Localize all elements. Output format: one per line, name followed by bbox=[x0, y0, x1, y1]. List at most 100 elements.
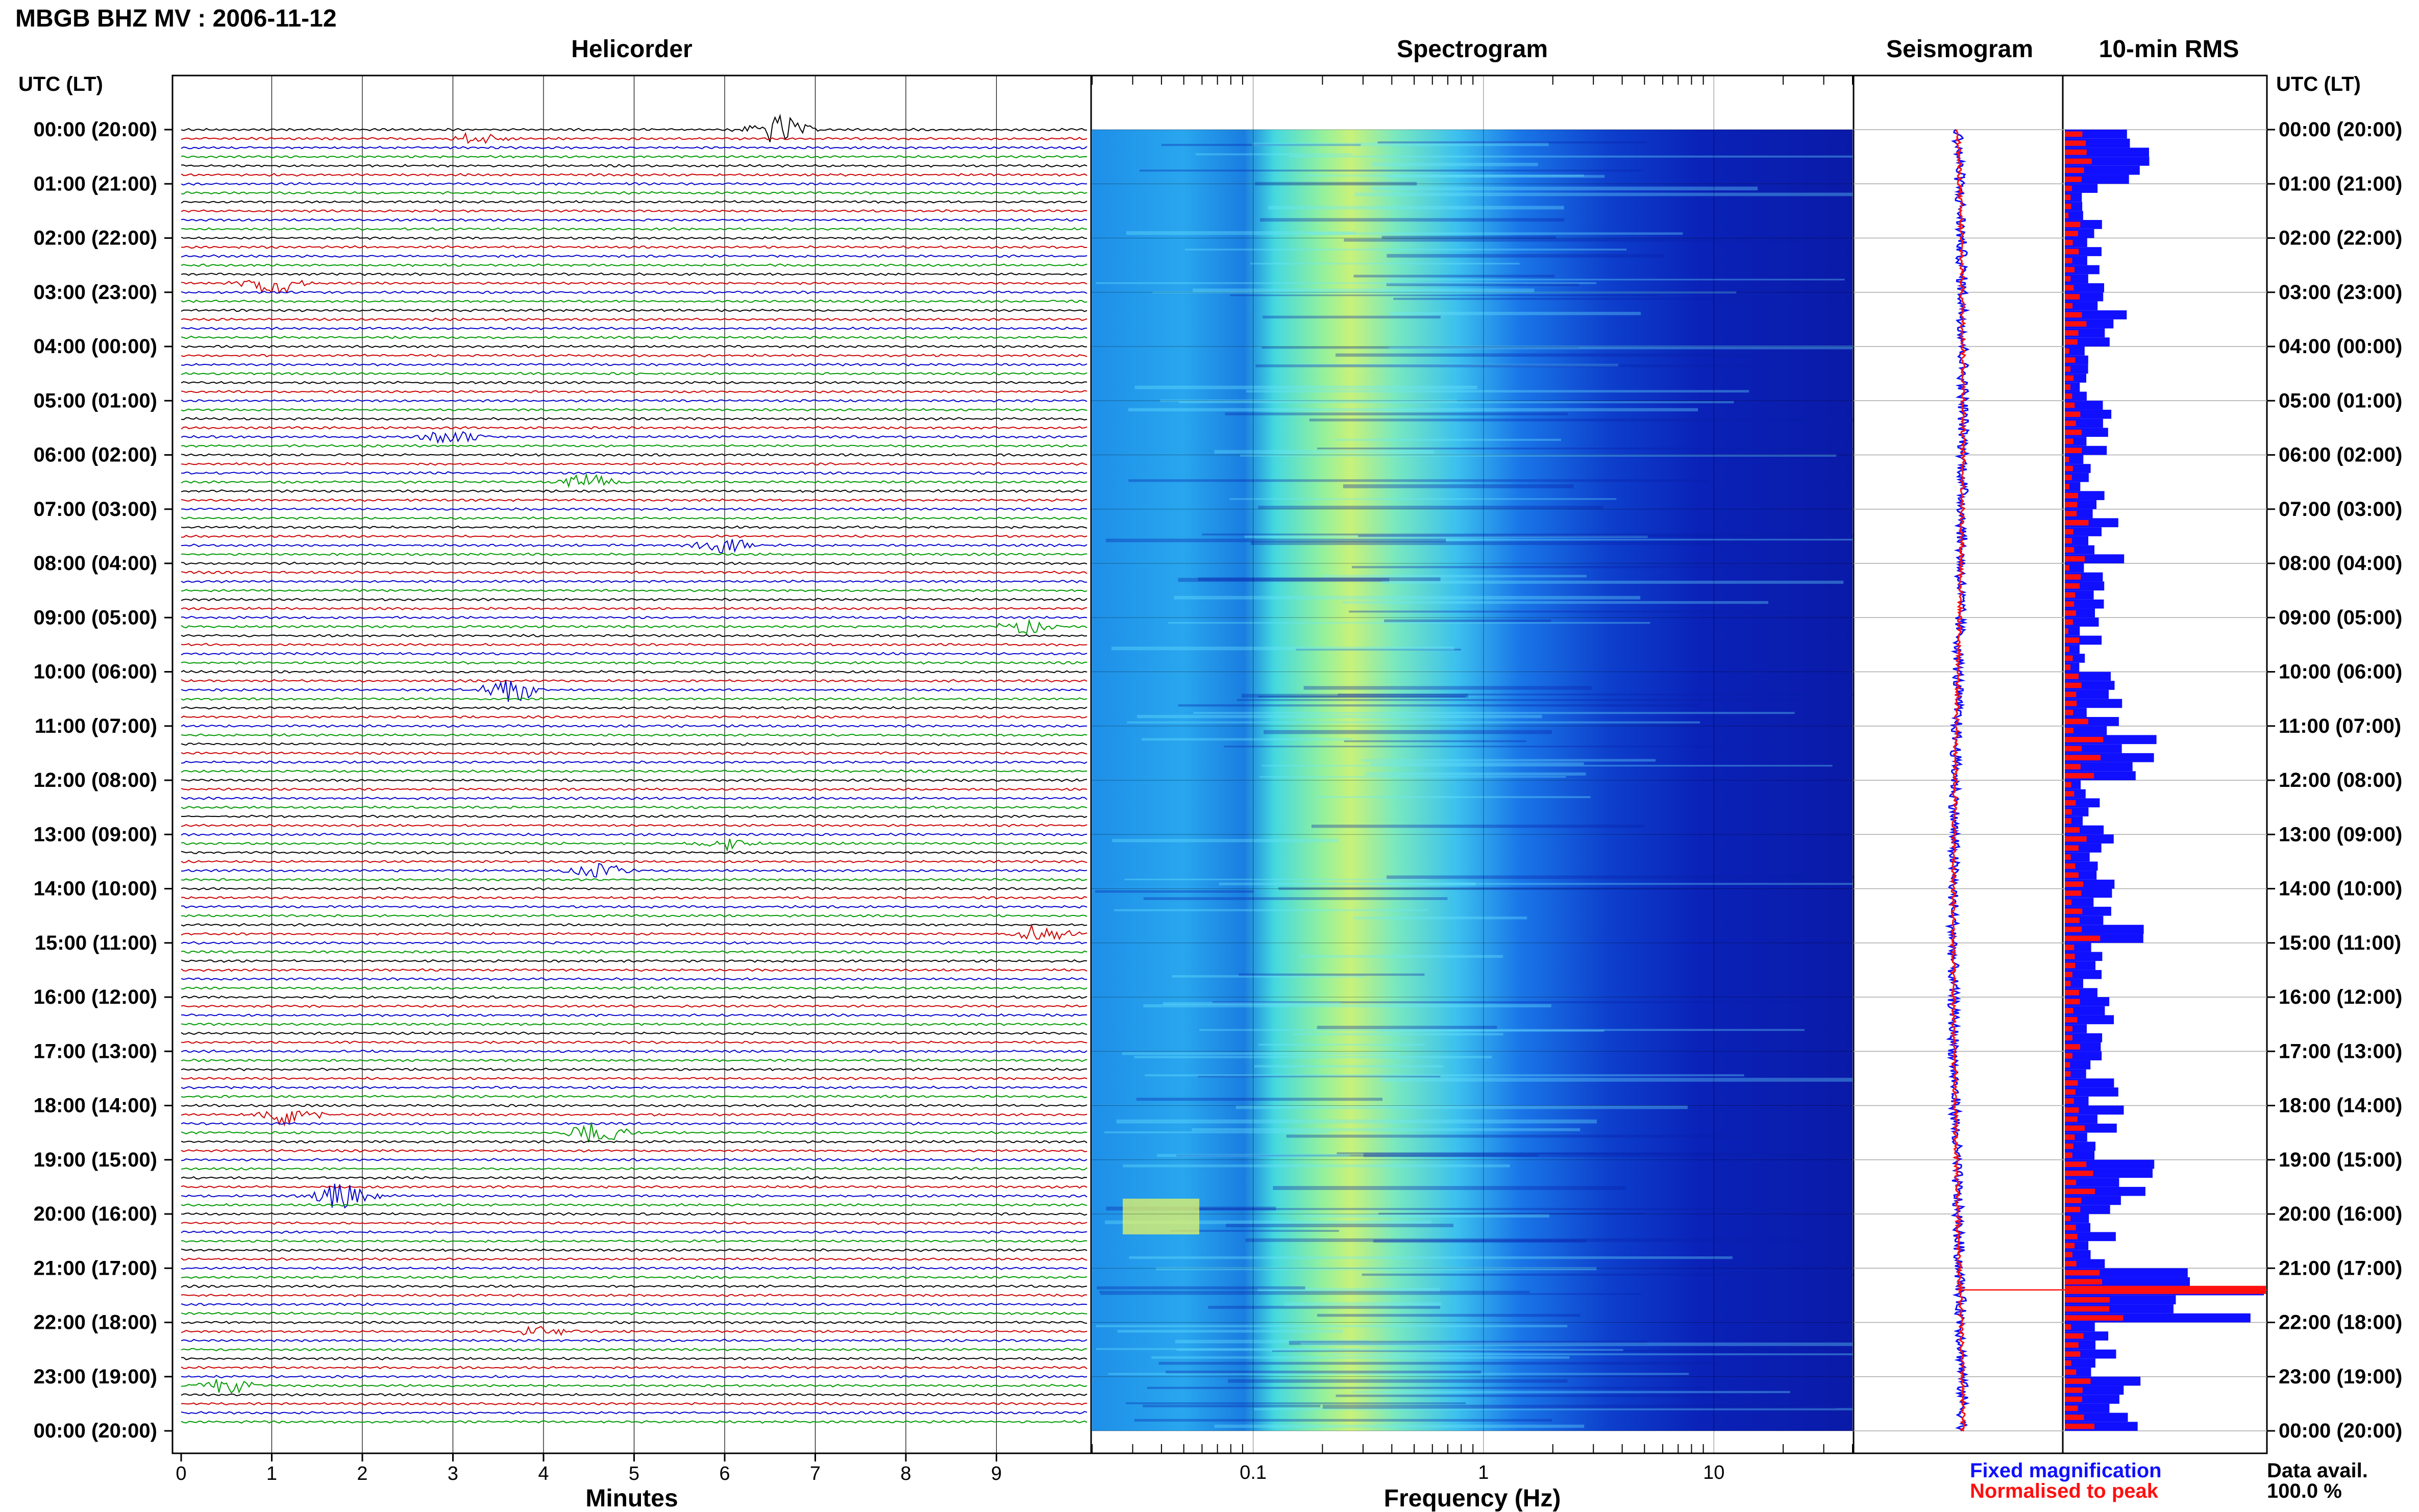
helicorder-row bbox=[181, 1022, 1088, 1026]
rms-bar bbox=[2065, 1051, 2102, 1060]
rms-bar-normalised bbox=[2065, 321, 2087, 327]
helicorder-row bbox=[181, 1393, 1088, 1397]
helicorder-row bbox=[181, 525, 1088, 529]
rms-bar-normalised bbox=[2065, 429, 2082, 435]
helicorder-row bbox=[181, 1185, 1088, 1189]
helicorder-row bbox=[181, 1076, 1088, 1080]
rms-bar-normalised bbox=[2065, 330, 2079, 336]
time-label-left: 20:00 (16:00) bbox=[34, 1203, 157, 1225]
time-label-left: 15:00 (11:00) bbox=[35, 932, 157, 954]
rms-bar bbox=[2065, 274, 2088, 284]
rms-bar-normalised bbox=[2065, 312, 2082, 318]
time-label-right: 20:00 (16:00) bbox=[2279, 1203, 2402, 1225]
time-labels-right: 00:00 (20:00) 01:00 (21:00) 02:00 (22:00) 0… bbox=[2279, 118, 2402, 1442]
time-label-right: 10:00 (06:00) bbox=[2279, 661, 2402, 683]
helicorder-row bbox=[181, 431, 1088, 444]
rms-bar-normalised bbox=[2065, 1405, 2078, 1411]
helicorder-row bbox=[181, 606, 1088, 611]
rms-bar-normalised bbox=[2065, 782, 2071, 788]
helicorder-row bbox=[181, 661, 1088, 665]
time-label-right: 01:00 (21:00) bbox=[2279, 172, 2402, 195]
time-label-left: 10:00 (06:00) bbox=[34, 661, 157, 683]
rms-bar-normalised bbox=[2065, 1315, 2124, 1321]
time-label-right: 04:00 (00:00) bbox=[2279, 335, 2402, 358]
spectrogram-xlabel: Frequency (Hz) bbox=[1384, 1485, 1561, 1512]
helicorder-row bbox=[181, 941, 1088, 945]
rms-bar-normalised bbox=[2065, 691, 2077, 698]
helicorder-row bbox=[181, 862, 1088, 878]
rms-bar-normalised bbox=[2065, 375, 2074, 381]
helicorder-traces bbox=[181, 113, 1088, 1424]
rms-bar-normalised bbox=[2065, 1026, 2072, 1032]
rms-bar bbox=[2065, 364, 2088, 374]
rms-bar bbox=[2065, 699, 2122, 708]
helicorder-row bbox=[181, 182, 1088, 186]
helicorder-row bbox=[181, 1239, 1088, 1243]
rms-bar-normalised bbox=[2065, 1261, 2077, 1267]
helicorder-row bbox=[181, 886, 1088, 891]
rms-bar-normalised bbox=[2065, 357, 2076, 363]
helicorder-row bbox=[181, 1230, 1088, 1234]
helicorder-row bbox=[181, 552, 1088, 556]
rms-bar-normalised bbox=[2065, 954, 2075, 959]
helicorder-row bbox=[181, 498, 1088, 502]
time-label-left: 00:00 (20:00) bbox=[34, 1420, 157, 1442]
spectrogram-image bbox=[1092, 130, 1853, 1431]
rms-bar-normalised bbox=[2065, 231, 2078, 236]
rms-bar-normalised bbox=[2065, 1233, 2078, 1240]
time-label-left: 12:00 (08:00) bbox=[34, 769, 157, 791]
time-label-right: 19:00 (15:00) bbox=[2279, 1149, 2402, 1171]
helicorder-row bbox=[181, 1325, 1088, 1336]
rms-bar bbox=[2065, 726, 2107, 735]
rms-bar-normalised bbox=[2065, 448, 2082, 453]
rms-bar-normalised bbox=[2065, 674, 2079, 679]
rms-bar-normalised bbox=[2065, 718, 2088, 725]
helicorder-row bbox=[181, 290, 1088, 294]
rms-bar-normalised bbox=[2065, 1053, 2072, 1059]
rms-bar-normalised bbox=[2065, 872, 2079, 878]
time-label-right: 06:00 (02:00) bbox=[2279, 444, 2402, 466]
helicorder-row bbox=[181, 724, 1087, 728]
helicorder-row bbox=[181, 618, 1088, 635]
rms-bar-normalised bbox=[2065, 1179, 2077, 1185]
helicorder-row bbox=[181, 1176, 1088, 1180]
rms-bar-normalised bbox=[2065, 1089, 2076, 1095]
legend-fixed-magnification: Fixed magnification bbox=[1970, 1459, 2162, 1482]
helicorder-row bbox=[181, 642, 1088, 647]
time-label-right: 18:00 (14:00) bbox=[2279, 1095, 2402, 1117]
helicorder-row bbox=[181, 227, 1088, 231]
helicorder-row bbox=[181, 1375, 1088, 1379]
time-label-left: 13:00 (09:00) bbox=[34, 823, 157, 846]
helicorder-panel bbox=[171, 75, 1092, 1454]
rms-bar-normalised bbox=[2065, 899, 2072, 905]
helicorder-row bbox=[181, 824, 1088, 828]
helicorder-row bbox=[181, 1410, 1088, 1415]
time-label-right: 15:00 (11:00) bbox=[2279, 932, 2401, 954]
rms-bar-normalised bbox=[2065, 465, 2073, 472]
rms-bar-normalised bbox=[2065, 1080, 2078, 1086]
time-label-right: 08:00 (04:00) bbox=[2279, 552, 2402, 575]
rms-bar-normalised bbox=[2065, 755, 2101, 761]
helicorder-row bbox=[181, 1139, 1088, 1144]
helicorder-row bbox=[181, 113, 1088, 142]
rms-bar-normalised bbox=[2065, 1071, 2071, 1077]
minute-tick-label: 7 bbox=[810, 1463, 821, 1484]
helicorder-row bbox=[181, 634, 1088, 638]
time-label-right: 07:00 (03:00) bbox=[2279, 498, 2402, 520]
rms-bar-normalised bbox=[2065, 1415, 2084, 1420]
helicorder-row bbox=[181, 1284, 1088, 1288]
helicorder-row bbox=[181, 896, 1088, 900]
rms-bar-normalised bbox=[2065, 746, 2082, 752]
rms-bar bbox=[2065, 898, 2094, 907]
data-avail-value: 100.0 % bbox=[2267, 1480, 2342, 1502]
rms-bar-normalised bbox=[2065, 484, 2070, 489]
rms-bar-normalised bbox=[2065, 177, 2082, 182]
rms-bar-normalised bbox=[2065, 1098, 2074, 1104]
rms-bar-normalised bbox=[2065, 1243, 2075, 1249]
rms-bar-normalised bbox=[2065, 1324, 2071, 1330]
rms-bar-normalised bbox=[2065, 592, 2076, 598]
rms-bar bbox=[2065, 1214, 2089, 1223]
rms-bar-normalised bbox=[2065, 285, 2074, 291]
helicorder-row bbox=[181, 317, 1088, 321]
helicorder-row bbox=[181, 652, 1088, 656]
